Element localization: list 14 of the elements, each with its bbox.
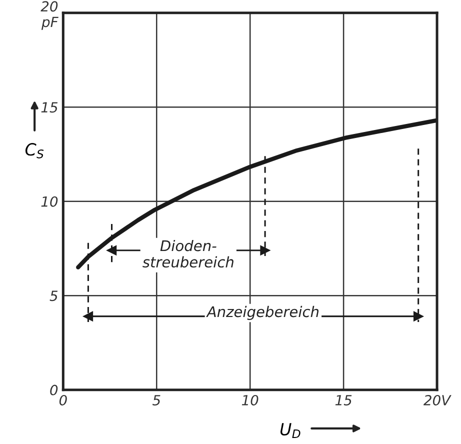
annotation: Dioden- streubereich: [142, 240, 234, 268]
annotation: Anzeigebereich: [206, 306, 319, 320]
x-tick-label: 20V: [423, 394, 452, 406]
y-tick-label: 5: [50, 290, 58, 302]
x-tick-label: 0: [59, 394, 67, 406]
y-tick-label: 15: [41, 102, 58, 113]
x-tick-label: 15: [335, 395, 352, 406]
y-tick-label: 10: [41, 196, 58, 207]
x-axis-title: U$_{D}$: [280, 423, 300, 438]
x-tick-label: 5: [152, 395, 160, 406]
y-tick-label: 0: [50, 384, 58, 396]
y-tick-label: 20 pF: [40, 1, 58, 30]
y-axis-title: C$_{S}$: [25, 143, 44, 158]
x-tick-label: 10: [242, 394, 258, 406]
